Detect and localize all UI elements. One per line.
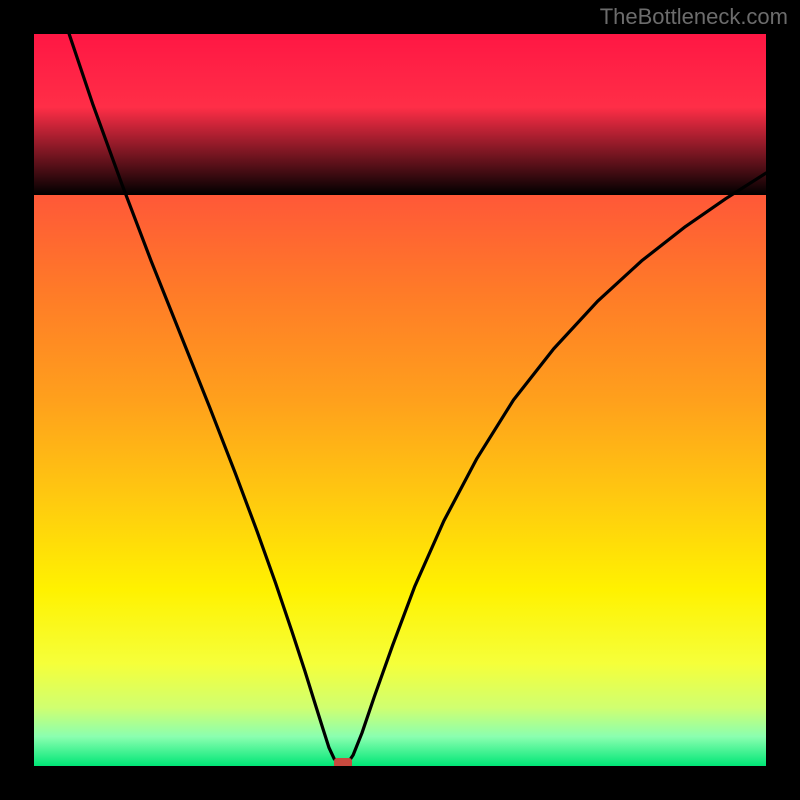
watermark-text: TheBottleneck.com <box>600 4 788 30</box>
bottleneck-curve <box>34 34 766 766</box>
plot-area <box>34 34 766 766</box>
optimal-point-marker <box>334 758 352 766</box>
